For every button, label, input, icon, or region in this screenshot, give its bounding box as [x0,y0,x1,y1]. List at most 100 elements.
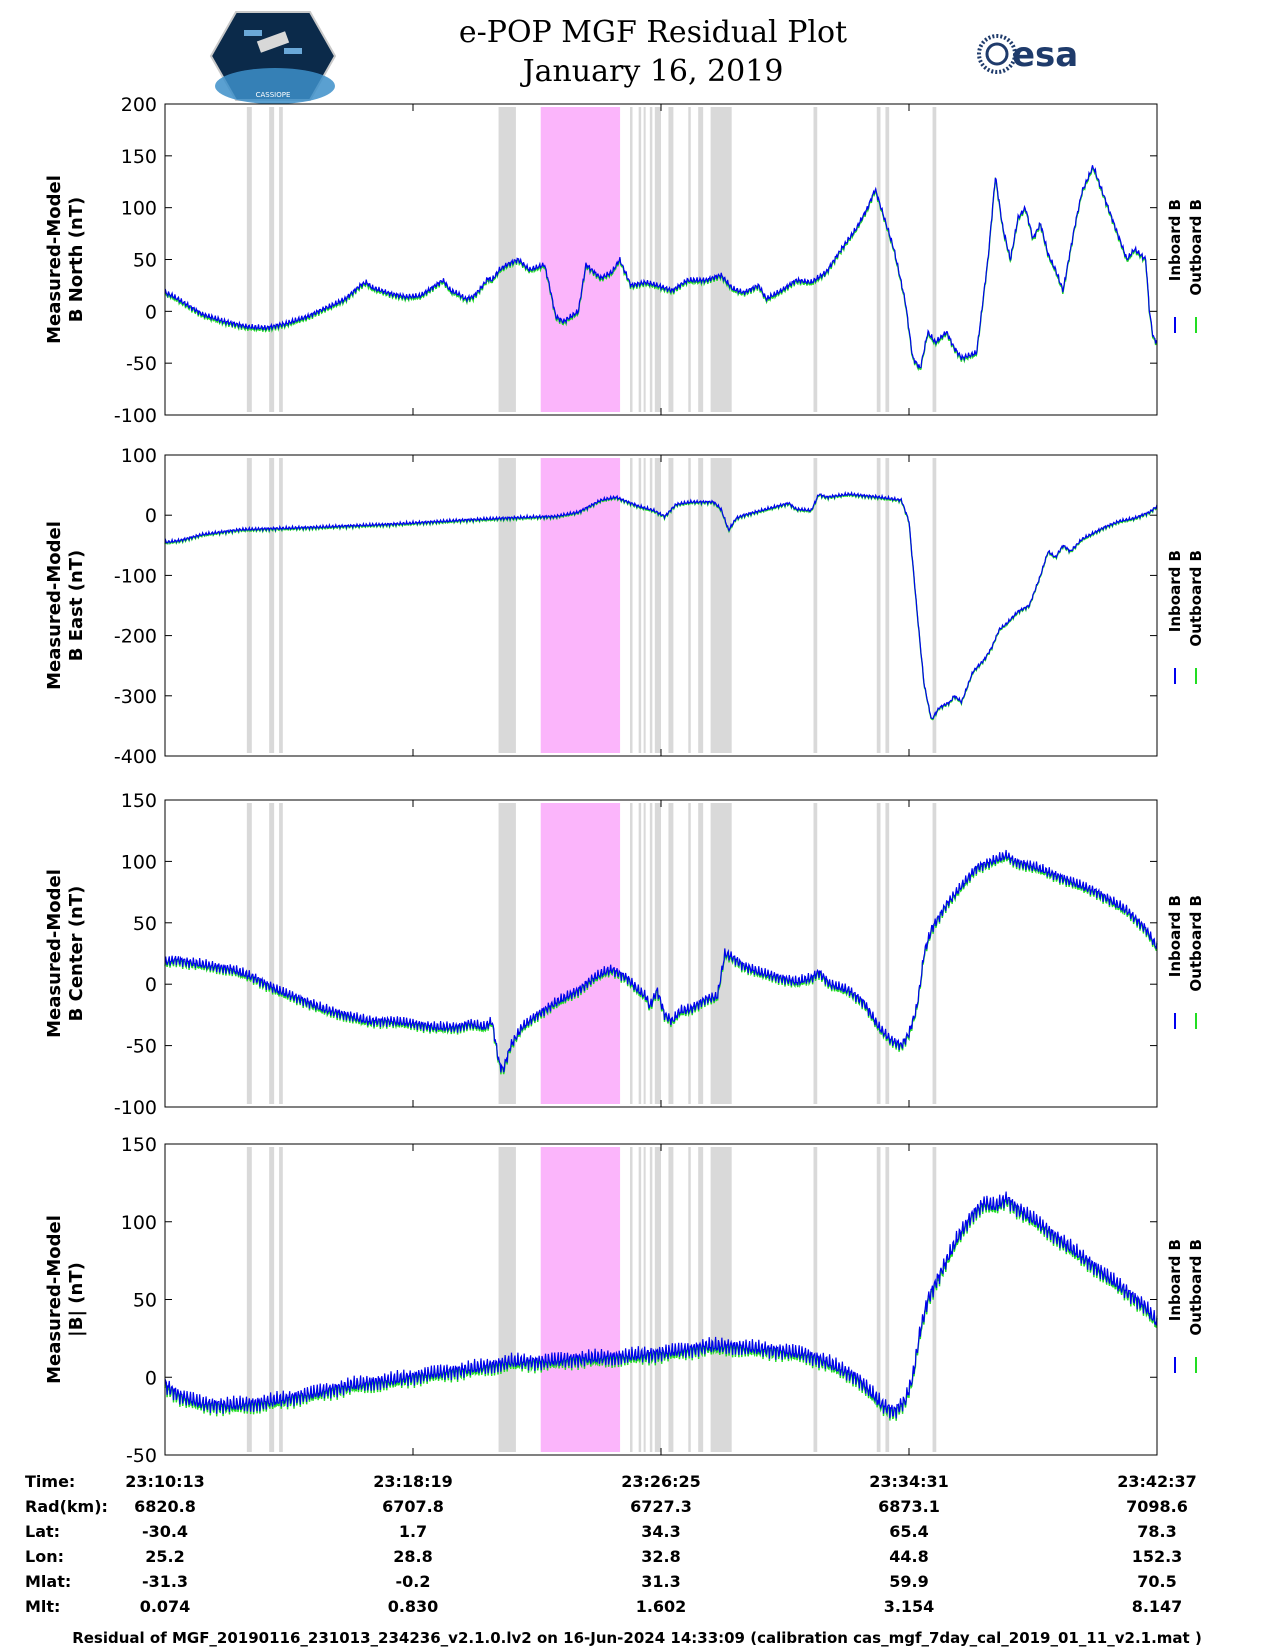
orbit-value-lon: 25.2 [145,1547,184,1566]
gap-band-gray [668,458,674,753]
y-tick-label: 0 [145,505,157,527]
legend-inboard-label: Inboard B [1166,550,1184,632]
outboard-trace-east [164,491,1158,721]
gap-band-gray [932,458,937,753]
gap-band-gray [688,1147,691,1452]
gap-band-gray [643,1147,646,1452]
gap-band-gray [246,803,252,1104]
orbit-value-lon: 152.3 [1132,1547,1183,1566]
orbit-value-rad: 6873.1 [878,1497,940,1516]
y-tick-label: -400 [114,746,157,768]
orbit-value-rad: 7098.6 [1126,1497,1188,1516]
gap-band-gray [269,107,275,412]
y-tick-label: 100 [121,445,157,467]
orbit-row-label: Lon: [25,1547,64,1566]
gap-band-gray [630,803,633,1104]
orbit-value-time: 23:34:31 [869,1472,949,1491]
orbit-value-lon: 32.8 [641,1547,680,1566]
legend-outboard-label: Outboard B [1187,199,1205,296]
esa-logo-text: esa [1012,35,1078,75]
orbit-value-lat: -30.4 [142,1522,188,1541]
gap-band-gray [710,1147,732,1452]
gap-band-gray [885,458,890,753]
legend-inboard-label: Inboard B [1166,1239,1184,1321]
gap-band-gray [688,107,691,412]
legend-inboard-label: Inboard B [1166,199,1184,281]
gap-band-gray [498,107,516,412]
gap-band-gray [885,803,890,1104]
y-tick-label: 0 [145,974,157,996]
panel-center: 150 100 50 0 -50 -100 Measured-Model B Center (… [44,790,1205,1119]
y-tick-label: 150 [121,790,157,812]
gap-band-gray [688,803,691,1104]
gap-band-gray [885,1147,890,1452]
orbit-value-lat: 1.7 [399,1522,427,1541]
orbit-value-lat: 65.4 [889,1522,928,1541]
gap-band-gray [698,107,704,412]
gap-band-gray [638,803,642,1104]
gap-band-gray [649,803,653,1104]
orbit-value-mlt: 0.074 [140,1597,191,1616]
legend: Inboard B Outboard B [1166,895,1205,1029]
orbit-row-label: Lat: [25,1522,60,1541]
gap-band-gray [876,458,881,753]
orbit-value-mlt: 0.830 [388,1597,439,1616]
gap-band-gray [638,107,642,412]
gap-band-gray [698,803,704,1104]
gap-band-gray [876,803,881,1104]
y-tick-label: 100 [121,851,157,873]
y-tick-label: 150 [121,1134,157,1156]
gap-band-gray [654,107,661,412]
gap-band-gray [885,107,890,412]
gap-band-gray [246,458,252,753]
y-tick-label: -50 [126,1445,157,1467]
gap-band-gray [876,1147,881,1452]
y-tick-label: 150 [121,146,157,168]
gap-band-gray [643,107,646,412]
legend-outboard-label: Outboard B [1187,1239,1205,1336]
gap-band-pink [540,1147,621,1452]
legend-outboard-label: Outboard B [1187,550,1205,647]
orbit-value-mlt: 8.147 [1132,1597,1183,1616]
y-axis-label: B North (nT) [66,197,87,323]
gap-band-gray [813,107,818,412]
gap-band-gray [643,803,646,1104]
orbit-value-rad: 6707.8 [382,1497,444,1516]
gap-band-gray [710,458,732,753]
orbit-row-label: Rad(km): [25,1497,108,1516]
gap-band-gray [269,458,275,753]
gap-band-gray [688,458,691,753]
gap-band-gray [710,107,732,412]
title-line-2: January 16, 2019 [520,54,784,89]
gap-band-gray [813,1147,818,1452]
orbit-value-time: 23:18:19 [373,1472,453,1491]
y-tick-label: 50 [133,1290,157,1312]
cassiope-logo-text: CASSIOPE [256,91,291,99]
gap-band-gray [668,803,674,1104]
gap-band-gray [649,1147,653,1452]
gap-band-gray [638,1147,642,1452]
orbit-value-time: 23:42:37 [1117,1472,1197,1491]
gap-band-gray [710,803,732,1104]
orbit-row-label: Mlt: [25,1597,60,1616]
y-axis-label: B Center (nT) [66,886,87,1022]
gap-band-gray [698,1147,704,1452]
y-tick-label: 0 [145,301,157,323]
y-tick-label: 100 [121,198,157,220]
gap-band-gray [638,458,642,753]
orbit-row-label: Time: [25,1472,75,1491]
gap-band-gray [269,1147,275,1452]
gap-band-gray [668,1147,674,1452]
gap-band-gray [279,1147,283,1452]
legend: Inboard B Outboard B [1166,1239,1205,1373]
orbit-value-mlat: -0.2 [396,1572,431,1591]
gap-band-gray [498,458,516,753]
gap-band-gray [279,803,283,1104]
gap-band-gray [630,458,633,753]
legend: Inboard B Outboard B [1166,199,1205,333]
gap-band-gray [813,803,818,1104]
y-tick-label: 50 [133,913,157,935]
gap-band-gray [813,458,818,753]
gap-band-pink [540,803,621,1104]
